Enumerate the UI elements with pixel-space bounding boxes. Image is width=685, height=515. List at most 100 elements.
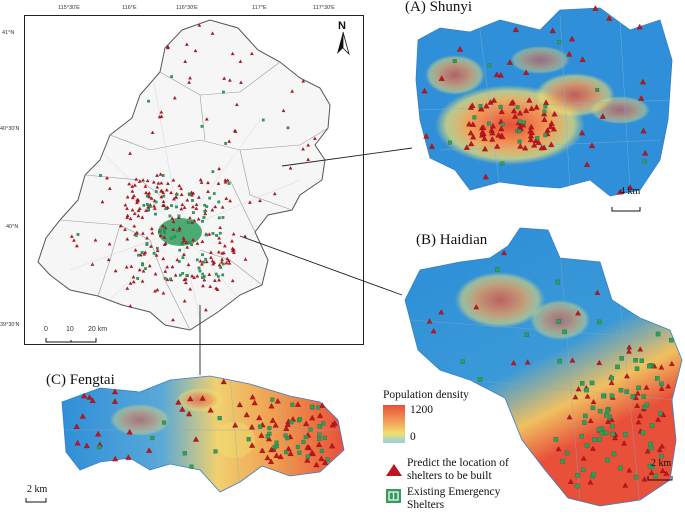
predicted-shelter-marker bbox=[524, 359, 531, 365]
predicted-shelter-marker bbox=[206, 180, 210, 185]
predicted-shelter-marker bbox=[481, 145, 489, 152]
existing-shelter-marker bbox=[214, 272, 218, 276]
predicted-shelter-marker bbox=[621, 440, 627, 446]
legend-max-value: 1200 bbox=[410, 404, 433, 416]
predicted-shelter-marker bbox=[154, 253, 159, 257]
predicted-shelter-marker bbox=[210, 208, 215, 212]
existing-shelter-marker bbox=[317, 436, 322, 442]
predicted-shelter-marker bbox=[90, 262, 95, 266]
predicted-shelter-marker bbox=[187, 80, 191, 84]
existing-shelter-marker bbox=[204, 257, 208, 261]
north-arrow-icon bbox=[337, 31, 350, 56]
predicted-shelter-marker bbox=[272, 422, 279, 428]
predicted-shelter-marker bbox=[584, 393, 591, 399]
existing-shelter-marker bbox=[623, 432, 628, 437]
existing-shelter-marker bbox=[158, 229, 162, 232]
predicted-shelter-marker bbox=[207, 272, 212, 276]
existing-shelter-marker bbox=[152, 252, 156, 255]
predicted-shelter-marker bbox=[665, 383, 672, 389]
predicted-shelter-marker bbox=[267, 458, 275, 464]
predicted-shelter-marker bbox=[171, 317, 175, 322]
predicted-shelter-marker bbox=[483, 102, 490, 109]
predicted-shelter-marker bbox=[119, 223, 123, 228]
existing-shelter-marker bbox=[478, 104, 483, 109]
predicted-shelter-marker bbox=[258, 432, 265, 438]
existing-shelter-marker bbox=[584, 443, 590, 448]
predicted-shelter-marker bbox=[658, 364, 665, 370]
predicted-shelter-marker bbox=[499, 133, 506, 140]
existing-shelter-marker bbox=[169, 236, 173, 240]
predicted-shelter-marker bbox=[469, 102, 476, 108]
existing-shelter-marker bbox=[175, 193, 179, 196]
predicted-shelter-marker bbox=[497, 72, 504, 78]
existing-shelter-marker bbox=[221, 273, 225, 277]
predicted-shelter-marker bbox=[179, 186, 183, 191]
existing-shelter-marker bbox=[542, 109, 547, 114]
predicted-shelter-marker bbox=[637, 346, 644, 352]
predicted-shelter-marker bbox=[230, 278, 235, 283]
predicted-shelter-marker bbox=[277, 453, 284, 460]
district-boundaries bbox=[59, 61, 329, 330]
existing-shelter-marker bbox=[221, 262, 225, 266]
predicted-shelter-marker bbox=[133, 248, 138, 252]
predicted-shelter-marker bbox=[143, 184, 148, 188]
existing-shelter-marker bbox=[150, 435, 155, 441]
predicted-shelter-marker bbox=[204, 259, 209, 264]
predicted-shelter-marker bbox=[532, 137, 539, 144]
predicted-shelter-marker bbox=[303, 420, 310, 427]
predicted-shelter-marker bbox=[187, 395, 194, 402]
existing-shelter-marker bbox=[178, 248, 182, 252]
predicted-shelter-marker bbox=[233, 129, 238, 133]
existing-shelter-marker bbox=[208, 196, 212, 200]
predicted-shelter-marker bbox=[527, 136, 534, 143]
predicted-shelter-marker bbox=[125, 195, 130, 199]
predicted-shelter-marker bbox=[223, 178, 228, 182]
existing-shelter-marker bbox=[203, 203, 207, 207]
predicted-shelter-marker bbox=[113, 268, 118, 273]
existing-shelter-marker bbox=[322, 435, 327, 440]
predicted-shelter-marker bbox=[236, 401, 243, 408]
lon-tick-4: 117°E bbox=[252, 5, 267, 11]
existing-shelter-marker bbox=[535, 136, 540, 140]
predicted-shelter-marker bbox=[200, 262, 204, 266]
predicted-shelter-marker bbox=[200, 239, 205, 243]
existing-shelter-marker bbox=[495, 267, 500, 272]
predicted-shelter-marker bbox=[329, 421, 336, 428]
predicted-shelter-marker bbox=[287, 450, 294, 456]
predicted-shelter-marker bbox=[198, 259, 203, 263]
existing-shelter-marker bbox=[521, 120, 526, 125]
existing-shelter-marker bbox=[595, 87, 600, 92]
predicted-shelter-marker bbox=[128, 281, 133, 285]
existing-shelter-marker bbox=[305, 454, 310, 459]
existing-shelter-marker bbox=[286, 126, 290, 130]
existing-shelter-marker bbox=[202, 216, 206, 219]
predicted-shelter-marker bbox=[548, 141, 555, 148]
existing-shelter-marker bbox=[649, 423, 655, 428]
central-existing-cluster bbox=[158, 218, 202, 246]
predicted-shelter-marker bbox=[438, 309, 445, 315]
predicted-shelter-marker bbox=[234, 102, 239, 107]
predicted-shelter-marker bbox=[482, 173, 489, 180]
predicted-shelter-marker bbox=[209, 255, 213, 260]
predicted-shelter-marker bbox=[622, 482, 629, 488]
predicted-shelter-marker bbox=[125, 286, 130, 290]
existing-shelter-marker bbox=[555, 279, 561, 285]
predicted-shelter-marker bbox=[144, 208, 148, 213]
predicted-shelter-marker bbox=[191, 237, 195, 242]
existing-shelter-marker bbox=[500, 122, 505, 127]
existing-shelter-marker bbox=[655, 376, 660, 381]
existing-shelter-marker bbox=[543, 133, 548, 138]
existing-shelter-marker bbox=[227, 182, 231, 185]
existing-shelter-marker bbox=[460, 359, 465, 364]
predicted-shelter-marker bbox=[580, 455, 587, 461]
existing-shelter-marker bbox=[517, 139, 522, 144]
predicted-shelter-marker bbox=[258, 198, 262, 203]
predicted-shelter-marker bbox=[656, 446, 663, 453]
predicted-shelter-marker bbox=[130, 208, 135, 212]
predicted-shelter-marker bbox=[638, 95, 645, 101]
predicted-shelter-marker bbox=[147, 191, 152, 195]
existing-shelter-marker bbox=[154, 212, 157, 216]
predicted-shelter-marker bbox=[575, 310, 581, 316]
predicted-shelter-marker bbox=[489, 136, 496, 142]
